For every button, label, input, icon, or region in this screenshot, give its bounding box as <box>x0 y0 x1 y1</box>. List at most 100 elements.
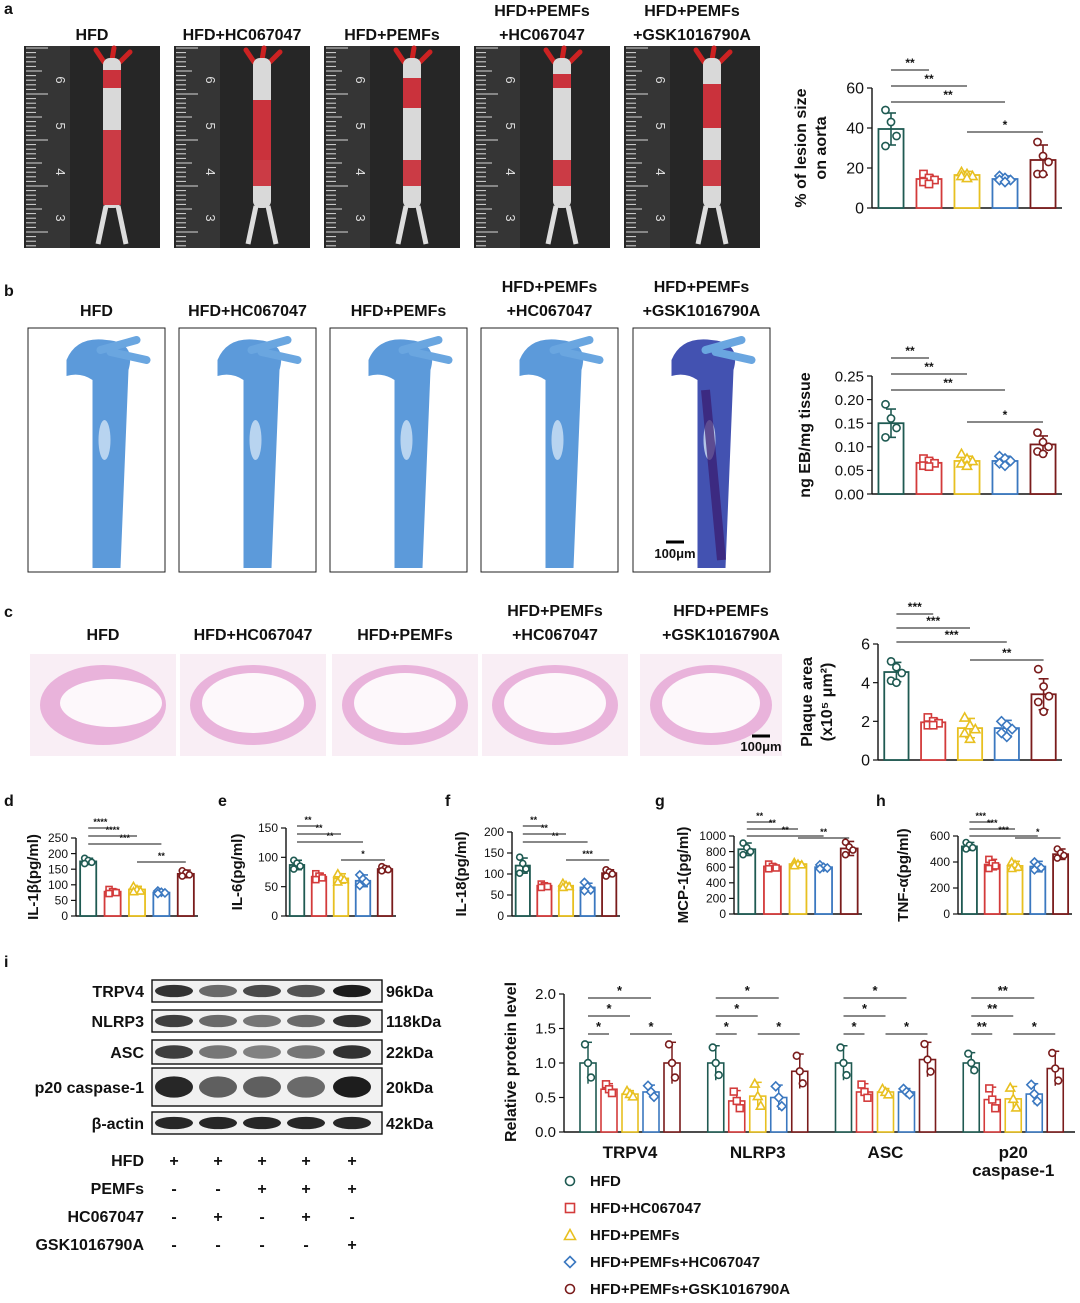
ruler-number: 3 <box>503 214 518 221</box>
data-point <box>522 865 530 873</box>
lesion-staining <box>253 160 271 186</box>
blot-protein-label: p20 caspase-1 <box>35 1080 145 1097</box>
lesion-staining <box>403 160 421 186</box>
data-point <box>1039 682 1048 691</box>
significance-label: * <box>1032 1019 1038 1034</box>
vessel-lumen <box>504 673 606 733</box>
significance-label: * <box>776 1019 782 1034</box>
y-tick-label: 200 <box>48 847 68 861</box>
y-tick-label: 50 <box>491 888 505 902</box>
data-point <box>1031 1095 1043 1107</box>
significance-label: * <box>606 1001 612 1016</box>
iliac-branches <box>395 205 429 245</box>
vessel-lumen <box>662 673 760 733</box>
data-point <box>881 432 890 442</box>
ruler <box>326 46 370 248</box>
panel-a-photo-label: +GSK1016790A <box>633 27 751 44</box>
legend-label: HFD+PEMFs <box>590 1227 680 1244</box>
data-point <box>607 1088 617 1098</box>
treatment-sign: + <box>213 1153 222 1170</box>
data-point <box>515 853 524 862</box>
blot-protein-label: ASC <box>110 1045 144 1062</box>
y-tick-label: 20 <box>846 161 864 178</box>
lesion-staining <box>403 78 421 108</box>
y-axis-label: MCP-1(pg/ml) <box>675 827 692 924</box>
bar-0 <box>737 848 757 915</box>
y-tick-label: 600 <box>930 829 950 843</box>
treatment-sign: + <box>169 1153 178 1170</box>
data-point <box>966 454 979 466</box>
data-point <box>563 880 575 891</box>
y-tick-label: 1000 <box>699 829 726 843</box>
data-point <box>1048 1048 1057 1058</box>
data-point <box>788 860 800 870</box>
bar-2 <box>1006 865 1024 915</box>
bar-1 <box>763 865 782 915</box>
ruler <box>626 46 670 248</box>
treatment-sign: + <box>301 1153 310 1170</box>
significance-label: * <box>361 849 365 859</box>
y-tick-label: 60 <box>846 81 864 98</box>
significance-label: ** <box>924 360 934 374</box>
legend-marker <box>564 1202 576 1214</box>
treatment-sign: + <box>347 1237 356 1254</box>
panel-c-he-section <box>180 654 326 756</box>
significance-label: ** <box>552 831 560 841</box>
panel-a-aorta-photo: 6 5 4 3 <box>174 45 310 248</box>
y-tick-label: 0.15 <box>835 415 864 432</box>
significance-label: ** <box>530 815 538 825</box>
y-tick-label: 0 <box>719 907 726 921</box>
y-tick-label: 800 <box>706 845 726 859</box>
stained-aorta <box>66 339 131 568</box>
data-point <box>881 105 890 115</box>
blot-band <box>287 1045 325 1059</box>
lesion-staining <box>103 130 121 205</box>
blot-band <box>199 1116 237 1130</box>
data-point <box>543 882 552 891</box>
treatment-sign: + <box>257 1181 266 1198</box>
y-tick-label: 0.0 <box>535 1124 556 1141</box>
data-point <box>1038 449 1048 459</box>
category-label: ASC <box>868 1143 904 1162</box>
significance-label: **** <box>93 817 108 827</box>
bar-4 <box>176 872 195 917</box>
significance-label: ** <box>943 88 953 102</box>
category-label: caspase-1 <box>972 1161 1054 1180</box>
bar-0 <box>960 845 978 915</box>
blot-size-label: 22kDa <box>386 1045 433 1062</box>
blot-band <box>199 984 237 998</box>
blot-size-label: 96kDa <box>386 984 433 1001</box>
category-label: p20 <box>999 1143 1028 1162</box>
category-label: TRPV4 <box>603 1143 658 1162</box>
data-point <box>842 1070 851 1080</box>
ruler-number: 6 <box>503 76 518 83</box>
panel-b-photo-label: HFD+HC067047 <box>188 303 307 320</box>
panel-a-photo-label: HFD+PEMFs <box>344 27 440 44</box>
y-tick-label: 0 <box>861 753 870 770</box>
panel-c-photo-label: +HC067047 <box>512 627 598 644</box>
data-point <box>159 887 171 899</box>
aortic-branches <box>549 336 604 364</box>
y-tick-label: 0.05 <box>835 463 864 480</box>
blot-band <box>333 984 371 998</box>
data-point <box>627 1090 639 1101</box>
significance-label: ** <box>905 344 915 358</box>
significance-label: ** <box>304 815 312 825</box>
data-point <box>985 864 993 873</box>
treatment-sign: - <box>259 1209 264 1226</box>
significance-label: ** <box>541 823 549 833</box>
blot-band <box>243 1116 281 1130</box>
data-point <box>312 875 320 884</box>
y-tick-label: 400 <box>930 855 950 869</box>
data-point <box>1033 697 1043 707</box>
stained-aorta <box>217 339 282 568</box>
ruler-number: 3 <box>353 214 368 221</box>
data-point <box>384 865 392 874</box>
blot-size-label: 42kDa <box>386 1116 433 1133</box>
treatment-sign: - <box>171 1181 176 1198</box>
data-point <box>839 1058 848 1068</box>
aortic-branches <box>398 336 453 364</box>
